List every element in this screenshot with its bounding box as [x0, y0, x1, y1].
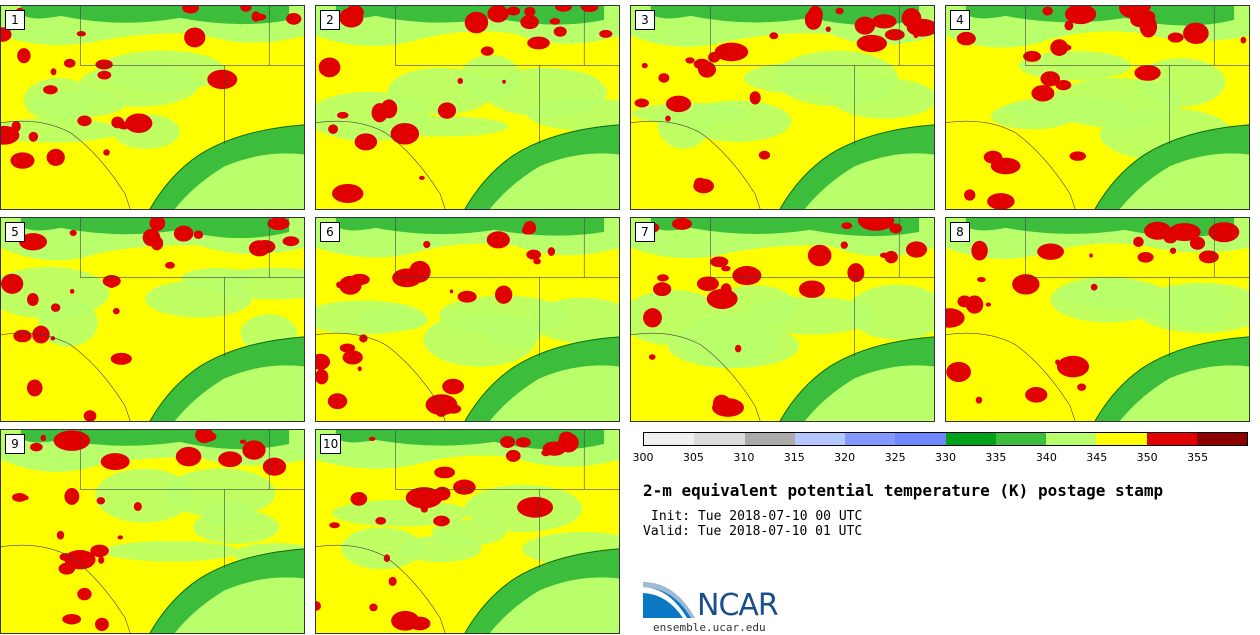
member-panel: 2: [315, 5, 620, 210]
member-number-label: 1: [5, 10, 25, 30]
colorbar-tick-label: 300: [632, 451, 654, 464]
init-time: Init: Tue 2018-07-10 00 UTC: [651, 509, 863, 524]
colorbar-segment: [1196, 433, 1247, 445]
member-number-label: 4: [950, 10, 970, 30]
member-number-label: 9: [5, 434, 25, 454]
colorbar-tick-label: 355: [1187, 451, 1209, 464]
member-panel: 6: [315, 217, 620, 422]
member-panel: 4: [945, 5, 1250, 210]
member-number-label: 10: [320, 434, 342, 454]
member-number-label: 6: [320, 222, 340, 242]
colorbar-segment: [1146, 433, 1197, 445]
colorbar-tick-label: 320: [834, 451, 856, 464]
member-number-label: 5: [5, 222, 25, 242]
colorbar-tick-label: 340: [1035, 451, 1057, 464]
colorbar-tick-label: 310: [733, 451, 755, 464]
colorbar-tick-label: 335: [985, 451, 1007, 464]
member-panel: 1: [0, 5, 305, 210]
member-panel: 8: [945, 217, 1250, 422]
colorbar-tick-label: 330: [935, 451, 956, 464]
colorbar-tick-label: 350: [1136, 451, 1158, 464]
colorbar-tick-label: 305: [682, 451, 704, 464]
valid-time: Valid: Tue 2018-07-10 01 UTC: [643, 524, 863, 539]
member-number-label: 7: [635, 222, 655, 242]
member-panel: 10: [315, 429, 620, 634]
colorbar-segment: [895, 433, 946, 445]
colorbar-tick-label: 325: [884, 451, 906, 464]
colorbar-segment: [1046, 433, 1097, 445]
ncar-logo-text: NCAR: [697, 588, 779, 623]
colorbar-segment: [945, 433, 996, 445]
colorbar: [643, 432, 1248, 446]
colorbar-segment: [845, 433, 896, 445]
member-number-label: 8: [950, 222, 970, 242]
colorbar-segment: [644, 433, 695, 445]
member-panel: 5: [0, 217, 305, 422]
colorbar-segment: [995, 433, 1046, 445]
website-link[interactable]: ensemble.ucar.edu: [653, 621, 766, 634]
colorbar-segment: [744, 433, 795, 445]
member-panel: 7: [630, 217, 935, 422]
member-panel: 9: [0, 429, 305, 634]
colorbar-ticks: 300 305 310 315 320 325 330 335 340 345 350 355: [633, 451, 1248, 467]
colorbar-segment: [694, 433, 745, 445]
figure-title: 2-m equivalent potential temperature (K)…: [643, 481, 1164, 500]
member-number-label: 2: [320, 10, 340, 30]
member-panel: 3: [630, 5, 935, 210]
colorbar-segment: [1096, 433, 1147, 445]
colorbar-segment: [794, 433, 845, 445]
ncar-logo-icon: [643, 582, 695, 618]
colorbar-tick-label: 345: [1086, 451, 1108, 464]
member-number-label: 3: [635, 10, 655, 30]
colorbar-tick-label: 315: [783, 451, 805, 464]
